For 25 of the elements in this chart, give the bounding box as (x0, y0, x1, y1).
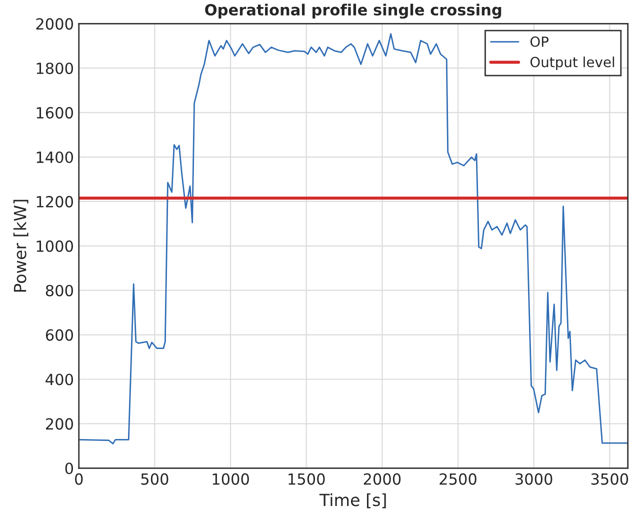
chart-title: Operational profile single crossing (205, 4, 502, 19)
x-tick-label: 0 (75, 473, 83, 485)
x-tick-label: 2500 (440, 473, 476, 485)
line-series (78, 33, 628, 444)
y-tick-label: 0 (65, 462, 73, 474)
x-tick-label: 2000 (364, 473, 401, 485)
y-tick-label: 1200 (36, 196, 73, 208)
x-tick-label: 3000 (516, 473, 552, 485)
y-tick-label: 1600 (36, 107, 73, 119)
y-tick-label: 800 (46, 284, 73, 296)
y-axis-title: Power [kW] (13, 200, 28, 292)
y-tick-label: 200 (46, 418, 73, 430)
legend-label: OP (530, 36, 548, 47)
y-tick-label: 600 (46, 329, 73, 341)
x-tick-label: 500 (141, 473, 168, 485)
y-tick-label: 400 (46, 374, 73, 386)
legend-label: Output level (530, 56, 614, 70)
y-tick-label: 1400 (36, 151, 73, 164)
y-tick-label: 1000 (36, 240, 73, 252)
y-tick-label: 1800 (36, 62, 73, 74)
x-axis-title: Time [s] (319, 493, 386, 508)
x-tick-label: 3500 (591, 473, 628, 485)
x-tick-label: 1000 (212, 473, 249, 485)
y-tick-label: 2000 (36, 18, 73, 30)
x-tick-label: 1500 (288, 473, 325, 485)
